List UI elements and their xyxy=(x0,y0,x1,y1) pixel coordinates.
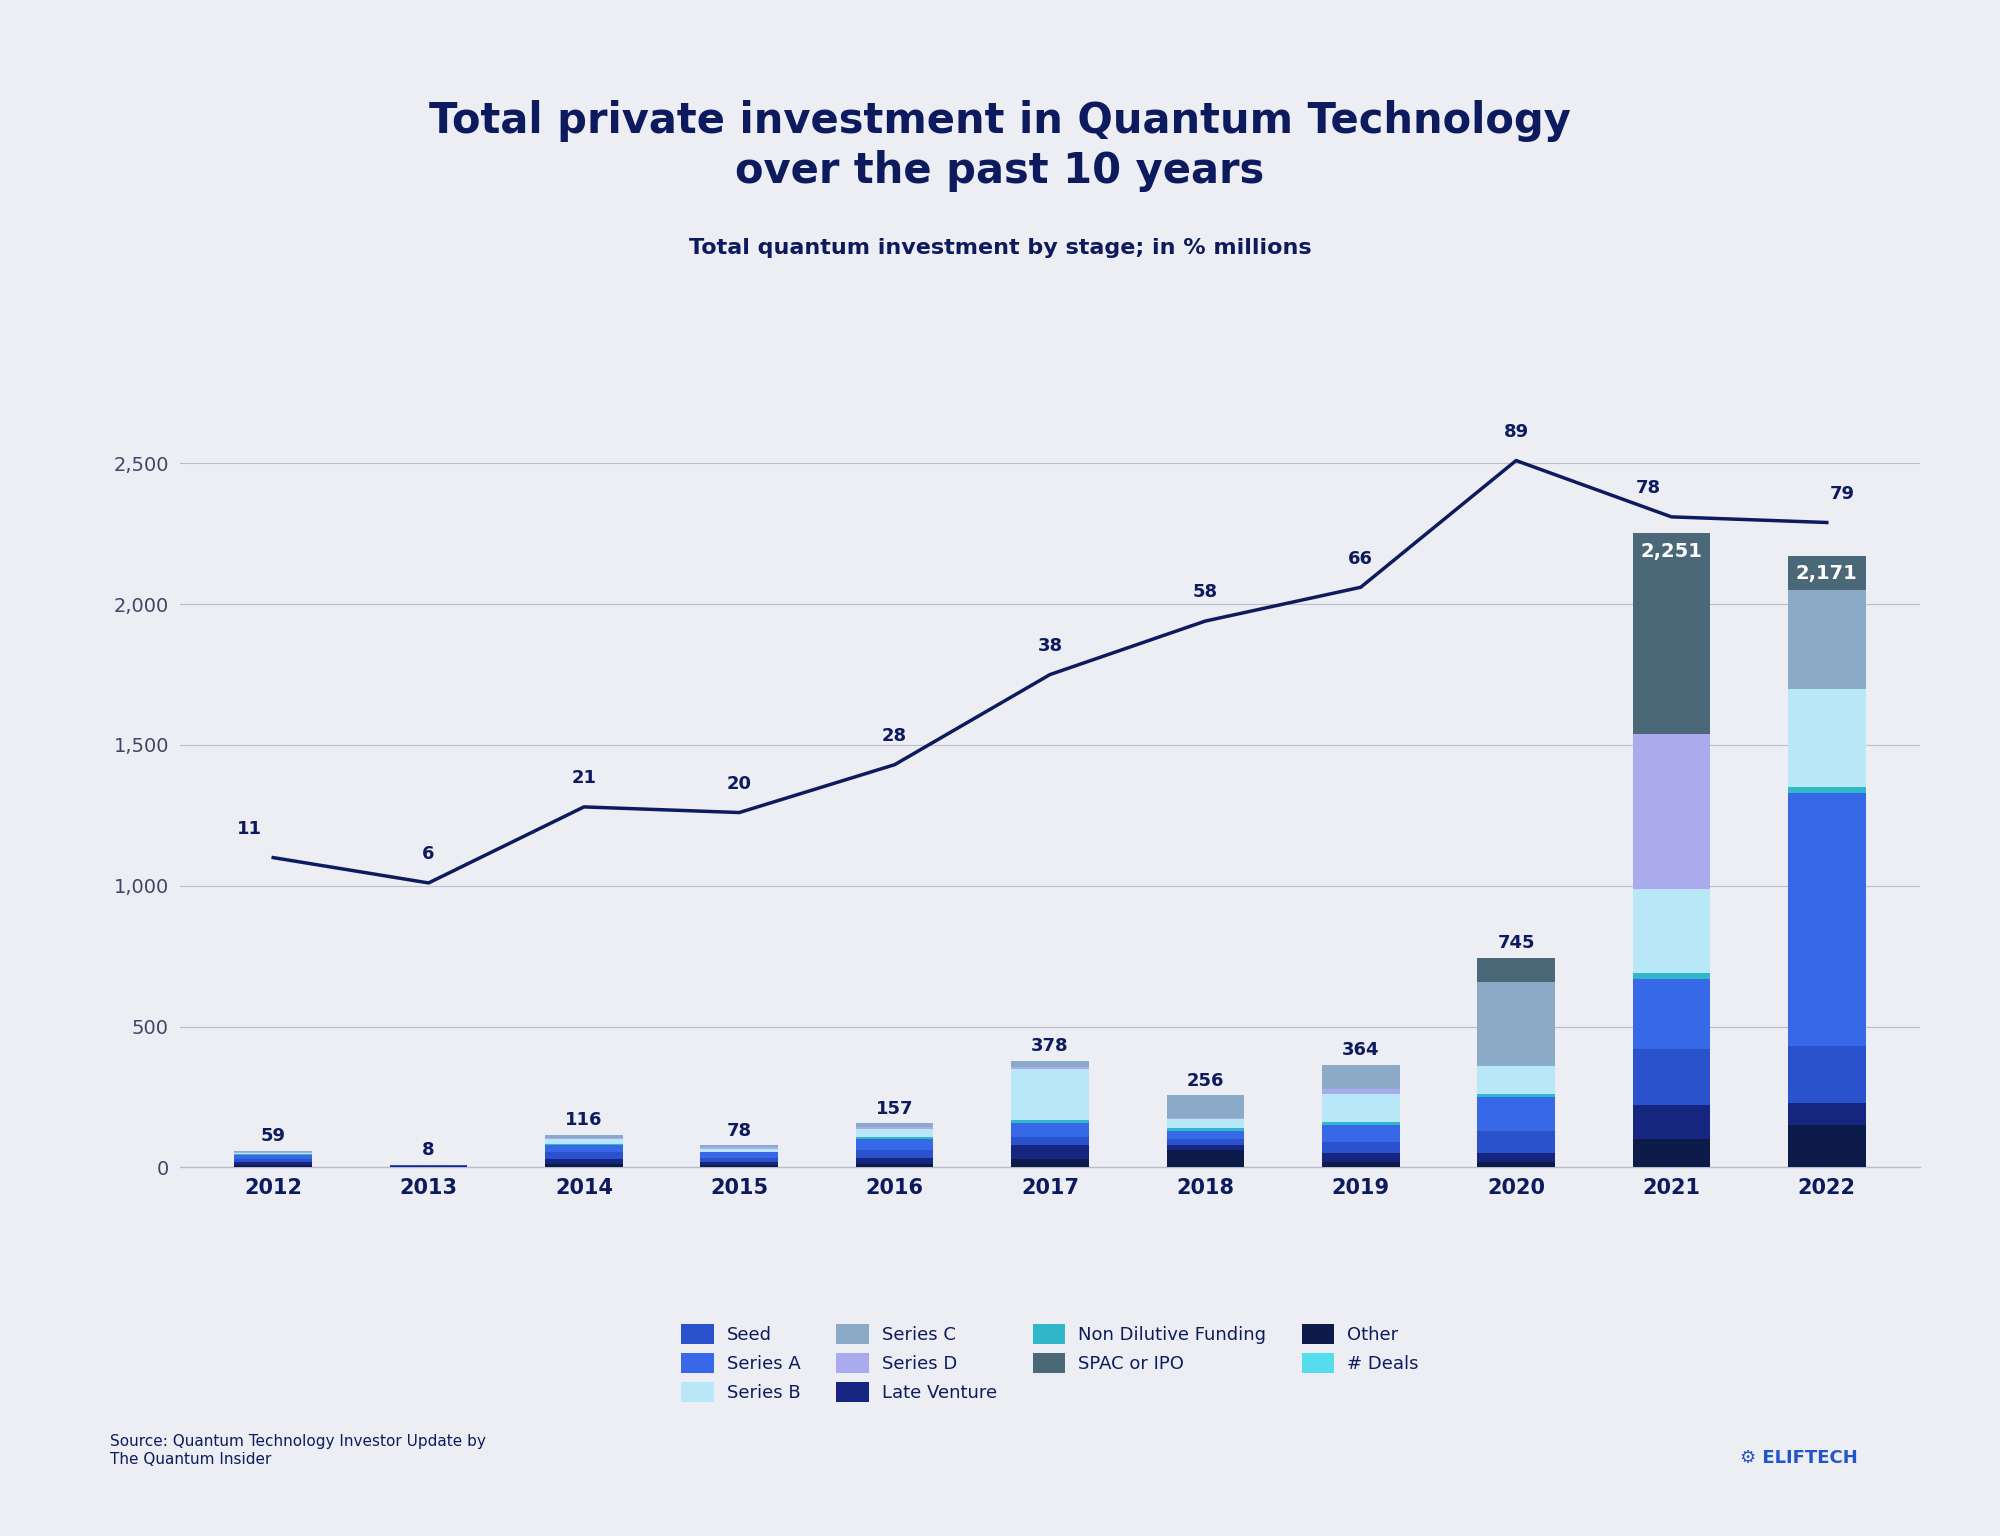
Text: 8: 8 xyxy=(422,1141,434,1160)
Bar xyxy=(1322,1124,1400,1143)
Bar xyxy=(1322,1123,1400,1124)
Bar xyxy=(234,1155,312,1160)
Bar xyxy=(1478,982,1554,1066)
Bar xyxy=(1012,1069,1088,1120)
Text: 2,171: 2,171 xyxy=(1796,564,1858,584)
Bar xyxy=(1322,1161,1400,1167)
Bar xyxy=(700,1146,778,1147)
Bar xyxy=(1632,734,1710,888)
Text: 364: 364 xyxy=(1342,1041,1380,1060)
Bar xyxy=(1012,1120,1088,1123)
Text: 256: 256 xyxy=(1186,1072,1224,1089)
Bar xyxy=(856,1129,934,1137)
Text: Total quantum investment by stage; in % millions: Total quantum investment by stage; in % … xyxy=(688,238,1312,258)
Bar xyxy=(1788,788,1866,793)
Legend: Seed, Series A, Series B, Series C, Series D, Late Venture, Non Dilutive Funding: Seed, Series A, Series B, Series C, Seri… xyxy=(682,1324,1418,1402)
Text: 745: 745 xyxy=(1498,934,1534,952)
Bar xyxy=(856,1123,934,1127)
Text: 59: 59 xyxy=(260,1127,286,1146)
Bar xyxy=(1322,1064,1400,1089)
Bar xyxy=(1012,1061,1088,1066)
Text: 66: 66 xyxy=(1348,550,1374,568)
Bar xyxy=(1788,1103,1866,1124)
Bar xyxy=(546,1152,622,1160)
Bar xyxy=(856,1138,934,1150)
Bar xyxy=(1632,888,1710,974)
Text: 28: 28 xyxy=(882,727,908,745)
Bar xyxy=(1012,1146,1088,1160)
Bar xyxy=(1788,793,1866,1046)
Text: Total private investment in Quantum Technology
over the past 10 years: Total private investment in Quantum Tech… xyxy=(430,100,1570,192)
Bar xyxy=(1166,1150,1244,1167)
Bar xyxy=(546,1164,622,1167)
Bar xyxy=(856,1150,934,1158)
Bar xyxy=(1166,1127,1244,1130)
Bar xyxy=(1478,957,1554,982)
Bar xyxy=(546,1140,622,1144)
Bar xyxy=(856,1158,934,1164)
Text: 20: 20 xyxy=(726,774,752,793)
Text: 116: 116 xyxy=(566,1111,602,1129)
Bar xyxy=(1632,1106,1710,1140)
Text: 89: 89 xyxy=(1504,422,1528,441)
Bar xyxy=(1012,1066,1088,1069)
Bar xyxy=(1788,590,1866,688)
Bar xyxy=(700,1152,778,1158)
Bar xyxy=(700,1166,778,1167)
Text: 78: 78 xyxy=(726,1121,752,1140)
Bar xyxy=(1478,1066,1554,1094)
Text: 79: 79 xyxy=(1830,485,1854,502)
Bar xyxy=(1632,1140,1710,1167)
Bar xyxy=(234,1163,312,1166)
Bar xyxy=(1632,1049,1710,1106)
Bar xyxy=(1166,1095,1244,1118)
Bar xyxy=(1788,1046,1866,1103)
Bar xyxy=(1166,1120,1244,1127)
Bar xyxy=(700,1161,778,1166)
Text: 157: 157 xyxy=(876,1100,914,1118)
Bar xyxy=(1166,1130,1244,1140)
Bar xyxy=(546,1135,622,1138)
Bar xyxy=(1478,1130,1554,1154)
Bar xyxy=(1322,1089,1400,1094)
Bar xyxy=(1788,688,1866,788)
Bar xyxy=(1012,1137,1088,1146)
Text: 38: 38 xyxy=(1038,637,1062,654)
Text: 6: 6 xyxy=(422,845,434,863)
Bar xyxy=(1166,1144,1244,1150)
Bar xyxy=(1322,1154,1400,1161)
Text: 11: 11 xyxy=(238,820,262,839)
Bar xyxy=(1478,1094,1554,1097)
Bar xyxy=(1322,1094,1400,1123)
Bar xyxy=(234,1158,312,1163)
Text: ⚙ ELIFTECH: ⚙ ELIFTECH xyxy=(1740,1448,1858,1467)
Bar xyxy=(700,1149,778,1152)
Text: 2,251: 2,251 xyxy=(1640,542,1702,561)
Bar xyxy=(700,1158,778,1161)
Bar xyxy=(1788,556,1866,590)
Bar xyxy=(1478,1161,1554,1167)
Bar xyxy=(1632,533,1710,734)
Text: 378: 378 xyxy=(1032,1037,1068,1055)
Bar xyxy=(1322,1143,1400,1154)
Text: 78: 78 xyxy=(1636,479,1660,498)
Bar xyxy=(1166,1140,1244,1144)
Bar xyxy=(546,1158,622,1164)
Text: 21: 21 xyxy=(572,770,596,788)
Bar xyxy=(234,1166,312,1167)
Bar xyxy=(1478,1097,1554,1130)
Bar xyxy=(1478,1154,1554,1161)
Bar xyxy=(1012,1123,1088,1137)
Bar xyxy=(1632,978,1710,1049)
Bar xyxy=(1632,974,1710,978)
Bar xyxy=(856,1164,934,1167)
Text: 58: 58 xyxy=(1192,584,1218,601)
Bar xyxy=(546,1144,622,1152)
Bar xyxy=(1788,1124,1866,1167)
Bar xyxy=(1012,1160,1088,1167)
Text: Source: Quantum Technology Investor Update by
The Quantum Insider: Source: Quantum Technology Investor Upda… xyxy=(110,1435,486,1467)
